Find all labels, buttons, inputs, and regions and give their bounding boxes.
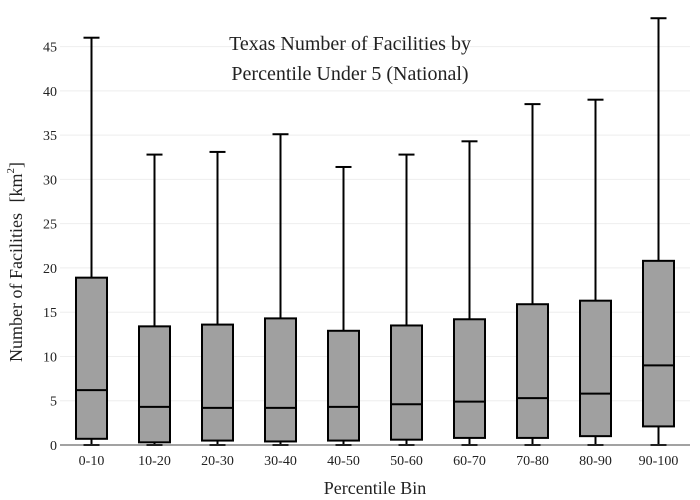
y-tick-label: 15 [43,306,57,321]
x-tick-label: 50-60 [390,454,423,469]
x-axis-title: Percentile Bin [324,478,426,498]
iqr-box [264,317,297,443]
y-tick-label: 5 [50,395,57,410]
y-axis-title-unit: km [6,174,26,197]
y-tick-label: 45 [43,41,57,56]
iqr-box [138,325,171,444]
box-80-90 [579,98,612,446]
iqr-box [453,318,486,439]
y-tick-label: 25 [43,218,57,233]
iqr-box [327,329,360,442]
y-axis-title-unit-sup: 2 [5,168,17,174]
y-axis-title-bracket-open: [ [6,197,26,203]
x-tick-label: 90-100 [639,454,679,469]
x-tick-label: 70-80 [516,454,549,469]
y-axis-title-text: Number of Facilities [6,213,26,362]
y-axis-title: Number of Facilities [km2] [5,162,26,362]
x-tick-label: 80-90 [579,454,612,469]
y-tick-label: 0 [50,439,57,454]
box-10-20 [138,153,171,446]
iqr-box [516,303,549,439]
y-tick-label: 30 [43,173,57,188]
x-tick-label: 40-50 [327,454,360,469]
box-30-40 [264,133,297,446]
x-tick-label: 10-20 [138,454,171,469]
x-tick-label: 0-10 [79,454,105,469]
y-tick-label: 40 [43,85,57,100]
box-20-30 [201,150,234,446]
box-40-50 [327,165,360,446]
chart-title-line-2: Percentile Under 5 (National) [231,63,468,85]
x-tick-labels: 0-10 10-20 20-30 30-40 40-50 50-60 60-70 70-80 8… [79,454,679,469]
box-0-10 [75,36,108,446]
y-tick-labels: 0 5 10 15 20 25 30 35 40 45 [43,41,57,454]
y-tick-label: 10 [43,350,57,365]
box-90-100 [642,17,675,446]
chart-title-line-1: Texas Number of Facilities by [229,33,471,55]
box-70-80 [516,103,549,446]
box-series [75,17,675,446]
iqr-box [201,323,234,442]
box-60-70 [453,140,486,446]
x-tick-label: 20-30 [201,454,234,469]
y-axis-title-bracket-close: ] [6,162,26,168]
iqr-box [390,324,423,441]
y-tick-label: 20 [43,262,57,277]
box-50-60 [390,153,423,446]
iqr-box [579,299,612,438]
iqr-box [642,259,675,428]
iqr-box [75,276,108,440]
x-tick-label: 30-40 [264,454,297,469]
x-tick-label: 60-70 [453,454,486,469]
y-tick-label: 35 [43,129,57,144]
